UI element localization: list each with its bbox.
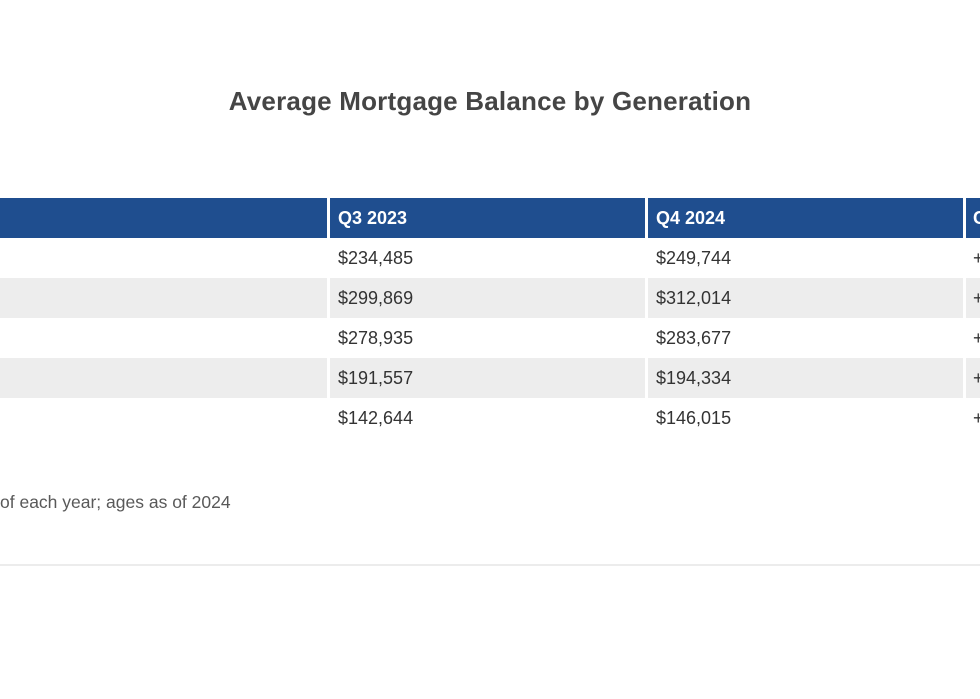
- table-row: $234,485 $249,744 +: [0, 238, 980, 278]
- cell-change: +: [963, 358, 980, 398]
- cell-generation: [0, 398, 327, 438]
- table-row: $299,869 $312,014 +: [0, 278, 980, 318]
- horizontal-divider: [0, 564, 980, 566]
- cell-change: +: [963, 318, 980, 358]
- table-row: $278,935 $283,677 +: [0, 318, 980, 358]
- page-title: Average Mortgage Balance by Generation: [228, 86, 752, 116]
- cell-generation: [0, 278, 327, 318]
- cell-generation: [0, 318, 327, 358]
- cell-q4-2024: $146,015: [645, 398, 963, 438]
- table-row: $142,644 $146,015 +: [0, 398, 980, 438]
- header-cell-generation: [0, 198, 327, 238]
- header-cell-q3-2023: Q3 2023: [327, 198, 645, 238]
- header-cell-q4-2024: Q4 2024: [645, 198, 963, 238]
- header-cell-change: C: [963, 198, 980, 238]
- cell-change: +: [963, 278, 980, 318]
- cell-q3-2023: $278,935: [327, 318, 645, 358]
- cell-q3-2023: $234,485: [327, 238, 645, 278]
- cell-q3-2023: $142,644: [327, 398, 645, 438]
- cell-generation: [0, 358, 327, 398]
- cell-change: +: [963, 238, 980, 278]
- cell-q4-2024: $194,334: [645, 358, 963, 398]
- cell-q4-2024: $283,677: [645, 318, 963, 358]
- cell-q3-2023: $299,869: [327, 278, 645, 318]
- table: Q3 2023 Q4 2024 C $234,485 $249,744 + $2…: [0, 198, 980, 438]
- table-row: $191,557 $194,334 +: [0, 358, 980, 398]
- table-header-row: Q3 2023 Q4 2024 C: [0, 198, 980, 238]
- cell-q3-2023: $191,557: [327, 358, 645, 398]
- footnote-text: of each year; ages as of 2024: [0, 492, 231, 512]
- cell-q4-2024: $249,744: [645, 238, 963, 278]
- cell-q4-2024: $312,014: [645, 278, 963, 318]
- cell-change: +: [963, 398, 980, 438]
- cell-generation: [0, 238, 327, 278]
- mortgage-balance-table: Q3 2023 Q4 2024 C $234,485 $249,744 + $2…: [0, 198, 980, 438]
